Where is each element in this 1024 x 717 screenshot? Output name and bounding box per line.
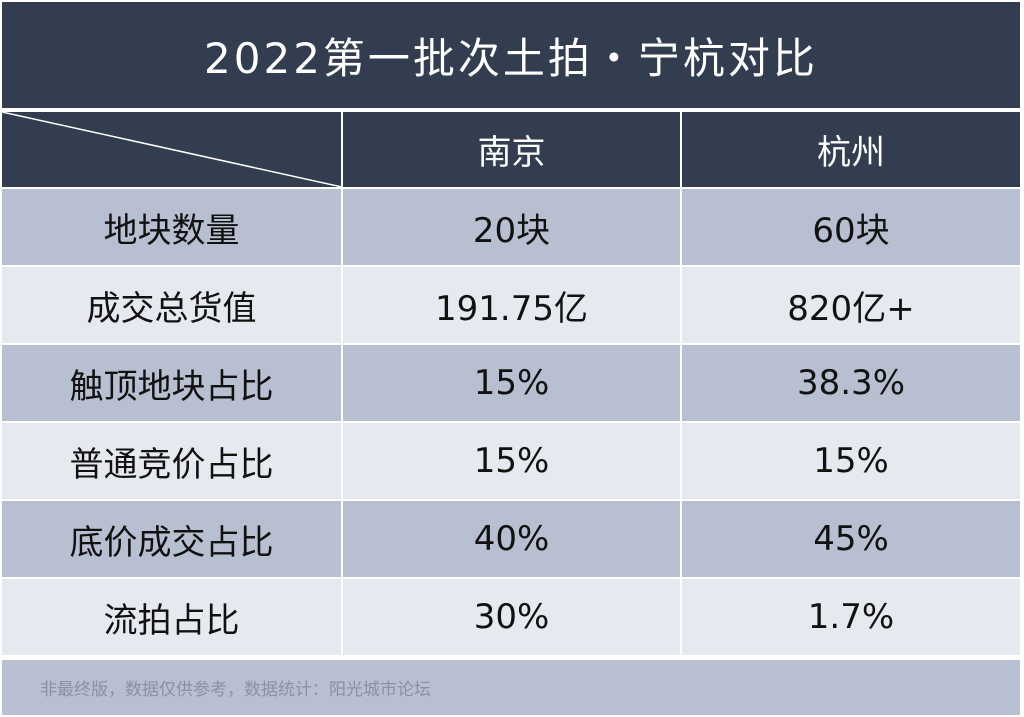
row-label: 触顶地块占比 [2,344,343,423]
table-title: 2022第一批次土拍・宁杭对比 [2,2,1020,108]
cell-nanjing: 15% [342,422,682,501]
corner-diagonal-line [2,112,342,187]
cell-nanjing: 191.75亿 [342,266,682,345]
cell-hangzhou: 38.3% [681,344,1020,423]
table-row: 成交总货值 191.75亿 820亿+ [2,266,1020,345]
cell-hangzhou: 60块 [681,188,1020,267]
row-label: 底价成交占比 [2,500,343,579]
table-row: 流拍占比 30% 1.7% [2,578,1020,657]
table-header-row: 南京 杭州 [2,112,1020,189]
cell-hangzhou: 820亿+ [681,266,1020,345]
column-header-hangzhou: 杭州 [681,112,1020,189]
row-label: 地块数量 [2,188,343,267]
table-row: 底价成交占比 40% 45% [2,500,1020,579]
cell-hangzhou: 45% [681,500,1020,579]
cell-nanjing: 30% [342,578,682,657]
footnote: 非最终版，数据仅供参考，数据统计：阳光城市论坛 [2,660,1020,715]
row-label: 成交总货值 [2,266,343,345]
table-row: 地块数量 20块 60块 [2,188,1020,267]
row-label: 普通竞价占比 [2,422,343,501]
table-row: 触顶地块占比 15% 38.3% [2,344,1020,423]
cell-hangzhou: 1.7% [681,578,1020,657]
cell-nanjing: 40% [342,500,682,579]
corner-cell [2,112,343,189]
cell-nanjing: 20块 [342,188,682,267]
comparison-table: 南京 杭州 地块数量 20块 60块 成交总货值 191.75亿 820亿+ 触顶地块占比 1… [2,112,1020,657]
row-label: 流拍占比 [2,578,343,657]
table-row: 普通竞价占比 15% 15% [2,422,1020,501]
column-header-nanjing: 南京 [342,112,682,189]
cell-hangzhou: 15% [681,422,1020,501]
cell-nanjing: 15% [342,344,682,423]
